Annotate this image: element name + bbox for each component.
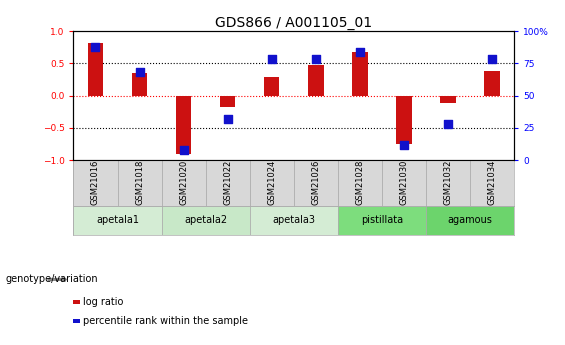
Bar (470, 160, 514, 206)
Text: log ratio: log ratio (83, 297, 123, 307)
Bar (308, 65, 324, 96)
Point (444, 121, 453, 127)
Text: apetala1: apetala1 (96, 215, 139, 225)
Text: percentile rank within the sample: percentile rank within the sample (83, 316, 248, 326)
Bar (338, 160, 382, 206)
Text: apetala3: apetala3 (272, 215, 315, 225)
Text: GSM21024: GSM21024 (267, 159, 276, 205)
Title: GDS866 / A001105_01: GDS866 / A001105_01 (215, 16, 372, 30)
Bar (396, 96, 412, 144)
Bar (250, 160, 294, 206)
Bar (162, 206, 250, 235)
Bar (162, 160, 206, 206)
Text: genotype/variation: genotype/variation (6, 275, 98, 284)
Text: agamous: agamous (447, 215, 493, 225)
Bar (73, 206, 162, 235)
Point (267, 57, 276, 62)
Text: pistillata: pistillata (361, 215, 403, 225)
Point (311, 57, 320, 62)
Bar (88, 43, 103, 96)
Point (179, 147, 188, 152)
Bar (338, 206, 426, 235)
Bar (352, 52, 368, 96)
Bar (264, 78, 280, 96)
Text: GSM21032: GSM21032 (444, 159, 453, 205)
Bar (426, 206, 514, 235)
Text: GSM21022: GSM21022 (223, 159, 232, 205)
Bar (250, 206, 338, 235)
Text: GSM21028: GSM21028 (355, 159, 364, 205)
Bar (73, 160, 118, 206)
Text: GSM21030: GSM21030 (399, 159, 408, 205)
Point (399, 142, 408, 147)
Point (355, 49, 364, 55)
Bar (132, 73, 147, 96)
Bar (206, 160, 250, 206)
Text: GSM21016: GSM21016 (91, 159, 100, 205)
Bar (382, 160, 426, 206)
Text: GSM21020: GSM21020 (179, 159, 188, 205)
Text: apetala2: apetala2 (184, 215, 227, 225)
Text: GSM21018: GSM21018 (135, 159, 144, 205)
Bar (426, 160, 470, 206)
Text: GSM21026: GSM21026 (311, 159, 320, 205)
Point (488, 57, 497, 62)
Point (91, 44, 100, 49)
Bar (440, 96, 456, 103)
Bar (220, 96, 236, 107)
Bar (176, 96, 192, 154)
Bar (294, 160, 338, 206)
Point (223, 116, 232, 121)
Bar (484, 71, 500, 96)
Point (135, 70, 144, 75)
Text: GSM21034: GSM21034 (488, 159, 497, 205)
Bar (118, 160, 162, 206)
